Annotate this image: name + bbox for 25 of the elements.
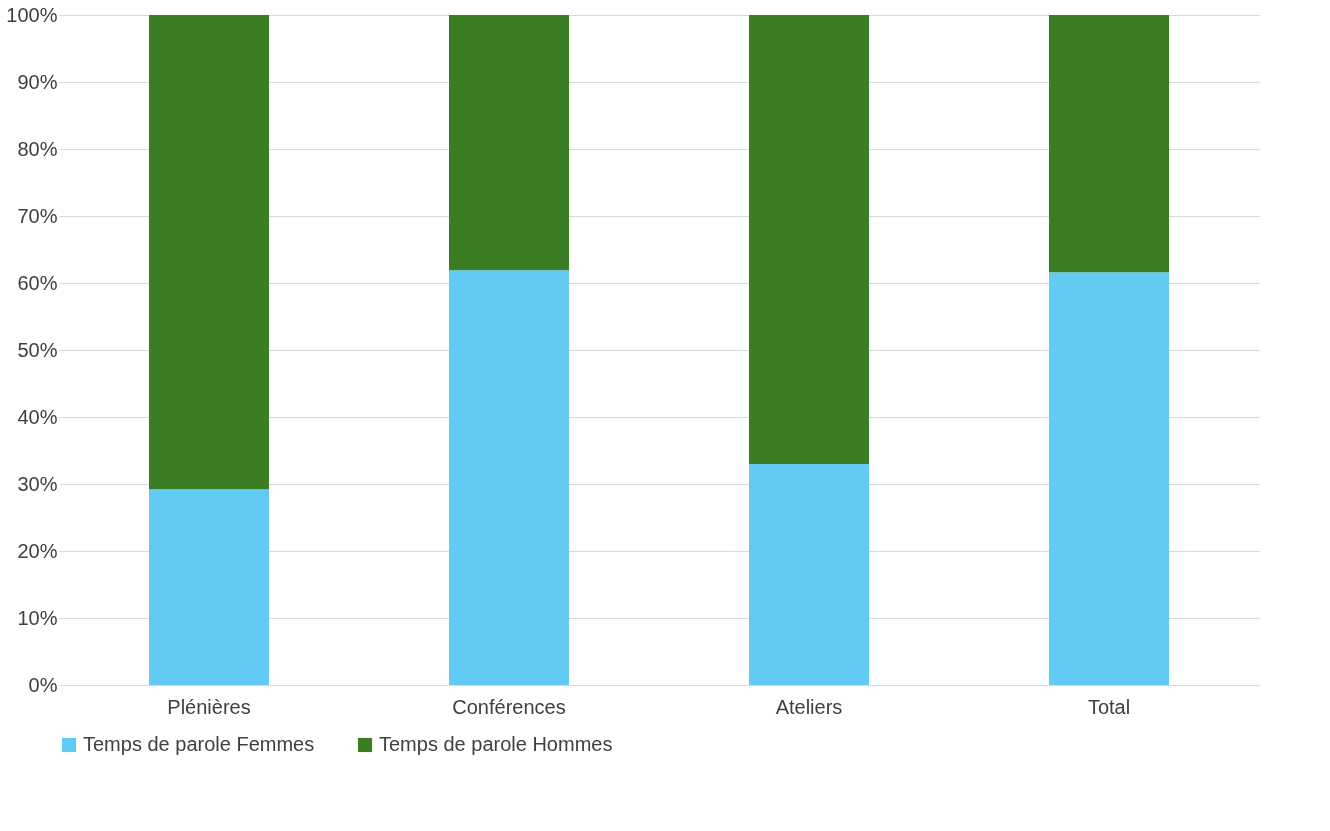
y-tick-label: 40% [17, 405, 58, 428]
y-tick-label: 80% [17, 137, 58, 160]
x-tick-label: Conférences [452, 695, 566, 718]
legend-label: Temps de parole Hommes [379, 733, 613, 755]
y-tick-label: 20% [17, 539, 58, 562]
y-tick-label: 0% [28, 673, 58, 696]
bar [749, 463, 869, 685]
bar [449, 270, 569, 685]
y-tick-label: 10% [17, 606, 58, 629]
bar [149, 15, 269, 490]
y-tick-label: 60% [17, 271, 58, 294]
y-tick-label: 90% [17, 70, 58, 93]
bar [149, 489, 269, 685]
x-tick-label: Total [1087, 695, 1131, 718]
y-tick-label: 30% [17, 472, 58, 495]
x-tick-label: Ateliers [775, 695, 843, 718]
legend-label: Temps de parole Femmes [83, 733, 315, 755]
y-tick-label: 70% [17, 204, 58, 227]
bar [449, 15, 569, 271]
y-tick-label: 50% [17, 338, 58, 361]
bar [749, 15, 869, 464]
y-tick-label: 100% [6, 3, 58, 26]
x-tick-label: Plénières [167, 695, 251, 718]
bar [1049, 272, 1169, 685]
bar [1049, 15, 1169, 273]
